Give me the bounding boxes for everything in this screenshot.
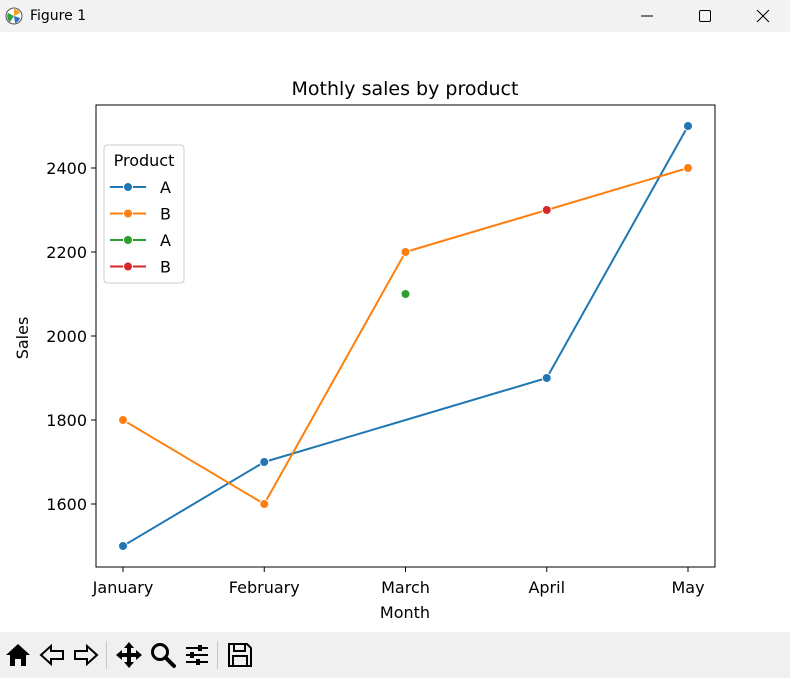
maximize-button[interactable]: [676, 0, 734, 32]
legend-entry-label: A: [160, 231, 171, 250]
y-tick-label: 1800: [46, 411, 87, 430]
minimize-icon: [641, 15, 653, 17]
series-points: [118, 121, 693, 551]
data-point: [541, 205, 552, 215]
back-button[interactable]: [36, 639, 68, 671]
y-tick-label: 2000: [46, 327, 87, 346]
line-chart: Mothly sales by product January February M…: [13, 78, 716, 622]
zoom-icon: [151, 643, 176, 668]
toolbar-separator: [106, 641, 107, 669]
y-tick-label: 1600: [46, 495, 87, 514]
x-tick-label: May: [671, 578, 704, 597]
legend-swatch-marker: [123, 182, 133, 192]
x-tick-label: March: [381, 578, 430, 597]
data-point: [259, 499, 270, 509]
close-icon: [756, 9, 770, 23]
data-point: [400, 289, 411, 299]
back-icon: [39, 643, 64, 667]
minimize-button[interactable]: [618, 0, 676, 32]
chart-title: Mothly sales by product: [292, 78, 519, 100]
zoom-button[interactable]: [147, 639, 179, 671]
plot-frame: [95, 104, 716, 568]
data-point: [118, 541, 128, 551]
navigation-toolbar: [0, 632, 790, 678]
configure-subplots-button[interactable]: [181, 639, 213, 671]
x-tick-label: April: [528, 578, 565, 597]
legend-entry-label: B: [160, 205, 171, 224]
data-point: [259, 457, 270, 467]
home-button[interactable]: [2, 639, 34, 671]
forward-button[interactable]: [70, 639, 102, 671]
legend-swatch-marker: [123, 235, 133, 245]
legend-entry-label: B: [160, 258, 171, 277]
home-icon: [6, 644, 30, 666]
data-point: [683, 121, 693, 131]
axes: January February March April May 1600 1800 2000…: [46, 104, 716, 597]
y-tick-label: 2400: [46, 159, 87, 178]
save-icon: [228, 643, 252, 667]
matplotlib-icon: [5, 7, 23, 25]
pan-icon: [116, 642, 142, 668]
toolbar-separator: [217, 641, 218, 669]
figure-canvas: Mothly sales by product January February M…: [0, 32, 790, 632]
y-axis-label: Sales: [13, 317, 32, 360]
window-title: Figure 1: [30, 8, 87, 24]
y-tick-label: 2200: [46, 243, 87, 262]
legend-swatch-marker: [123, 208, 133, 219]
legend-swatch-marker: [123, 261, 133, 272]
series-line-0: [122, 125, 689, 547]
legend-entry-label: A: [160, 178, 171, 197]
legend-title: Product: [114, 151, 175, 170]
data-point: [400, 247, 411, 257]
x-tick-label: February: [229, 578, 300, 597]
window-titlebar: Figure 1: [0, 0, 790, 32]
data-point: [541, 373, 552, 383]
data-point: [683, 163, 693, 173]
series-line-1: [122, 167, 689, 505]
configure-subplots-icon: [186, 645, 208, 665]
x-tick-label: January: [92, 578, 154, 597]
x-axis-label: Month: [380, 603, 430, 622]
pan-button[interactable]: [113, 639, 145, 671]
save-button[interactable]: [224, 639, 256, 671]
maximize-icon: [699, 10, 711, 22]
series-lines: [122, 125, 689, 547]
close-button[interactable]: [734, 0, 790, 32]
forward-icon: [74, 643, 99, 667]
data-point: [118, 415, 128, 425]
